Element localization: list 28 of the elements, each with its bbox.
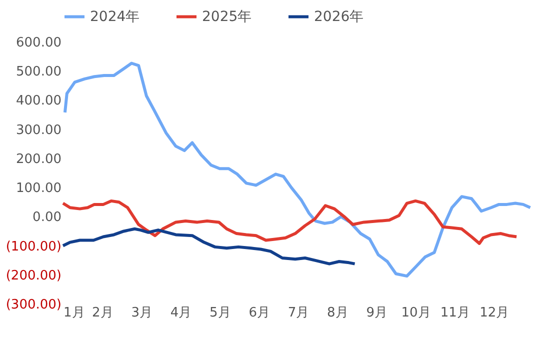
x-tick-label: 1月 bbox=[64, 306, 85, 320]
y-tick-label: 400.00 bbox=[16, 94, 62, 109]
y-tick-label: 0.00 bbox=[32, 210, 62, 226]
y-tick-label: (100.00) bbox=[6, 239, 62, 254]
x-tick-label: 12月 bbox=[480, 306, 510, 320]
x-tick-label: 9月 bbox=[366, 306, 388, 320]
y-tick-label: 300.00 bbox=[16, 122, 62, 138]
x-tick-label: 7月 bbox=[288, 306, 310, 320]
line-series bbox=[63, 62, 532, 278]
x-tick-label: 11月 bbox=[440, 306, 470, 320]
line-series bbox=[62, 199, 518, 245]
x-tick-label: 6月 bbox=[248, 306, 270, 320]
legend-label: 2025年 bbox=[202, 8, 252, 25]
y-tick-label: 100.00 bbox=[16, 181, 62, 196]
x-tick-label: 8月 bbox=[327, 306, 348, 320]
y-tick-label: 200.00 bbox=[16, 152, 62, 167]
x-tick-label: 2月 bbox=[92, 306, 114, 320]
y-tick-label: 500.00 bbox=[16, 64, 62, 80]
line-series bbox=[62, 227, 356, 266]
y-tick-label: (300.00) bbox=[6, 298, 62, 312]
x-tick-label: 4月 bbox=[170, 306, 192, 320]
legend-label: 2026年 bbox=[314, 8, 364, 25]
x-tick-label: 5月 bbox=[210, 306, 231, 320]
y-tick-label: 600.00 bbox=[16, 36, 62, 50]
x-tick-label: 10月 bbox=[401, 306, 431, 320]
y-tick-label: (200.00) bbox=[6, 268, 62, 284]
x-tick-label: 3月 bbox=[131, 306, 152, 320]
legend-label: 2024年 bbox=[90, 8, 140, 25]
